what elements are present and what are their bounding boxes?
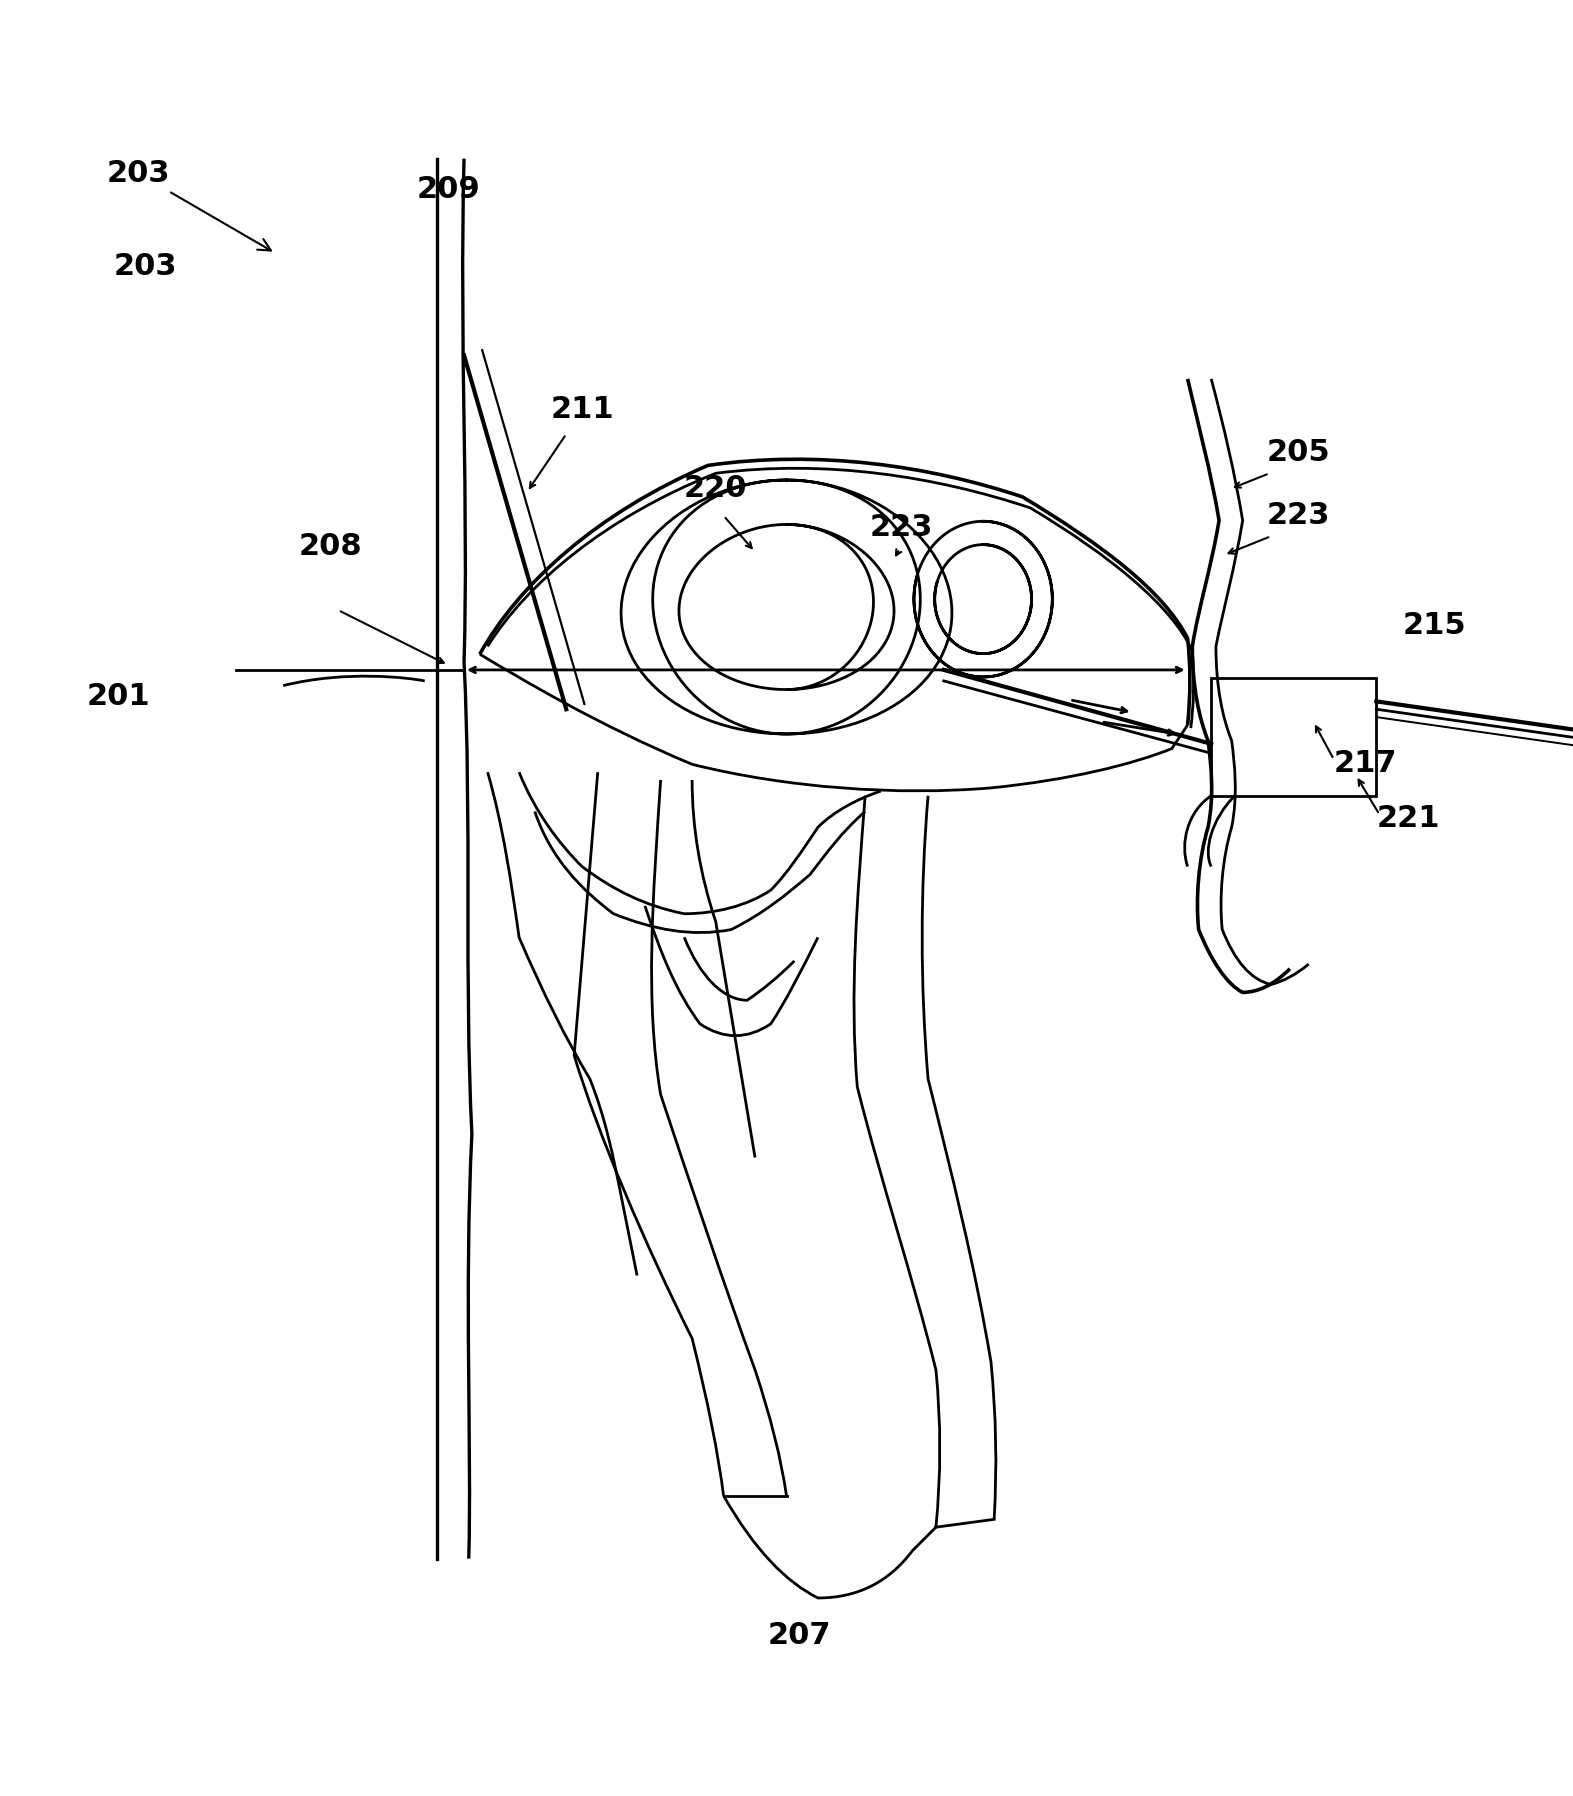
Text: 223: 223 [870,514,933,542]
Text: 215: 215 [1403,611,1466,639]
Text: 211: 211 [551,395,613,424]
Text: 220: 220 [684,474,747,503]
Text: 217: 217 [1334,749,1397,778]
Text: 223: 223 [1266,501,1329,530]
Text: 209: 209 [417,174,480,205]
Text: 207: 207 [768,1620,831,1649]
Text: 203: 203 [107,160,271,250]
Text: 221: 221 [1376,805,1439,833]
Text: 205: 205 [1266,438,1329,467]
Text: 203: 203 [113,251,176,282]
Text: 208: 208 [299,532,362,560]
Text: 201: 201 [87,681,149,711]
Bar [1211,677,1376,796]
